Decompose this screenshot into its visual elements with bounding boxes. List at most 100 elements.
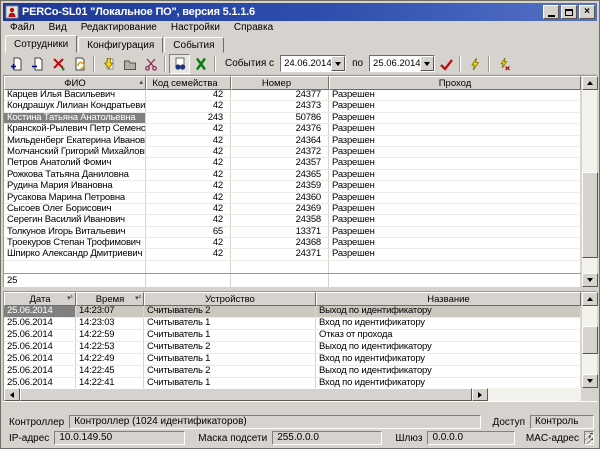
scrollbar-thumb[interactable] (20, 388, 472, 401)
table-row[interactable]: Молчанский Григорий Михайлович 42 24372 Раз… (4, 146, 581, 159)
cell[interactable]: Костина Татьяна Анатольевна (4, 112, 146, 124)
table-row[interactable]: Мильденберг Екатерина Ивановна 42 24364 Раз… (4, 135, 581, 147)
cell[interactable]: 65 (146, 226, 231, 238)
cell[interactable]: 24365 (231, 169, 329, 181)
column-header[interactable]: Дата ▾¹ (4, 292, 76, 306)
date-to-combo[interactable]: 25.06.2014 (369, 55, 436, 72)
menu-item-3[interactable]: Настройки (170, 22, 220, 33)
cell[interactable]: 13371 (231, 226, 329, 238)
cell[interactable]: 42 (146, 192, 231, 203)
column-header[interactable]: Проход (329, 76, 581, 90)
cell[interactable]: 42 (146, 249, 231, 260)
column-header[interactable]: ФИО ▴ (4, 76, 146, 90)
cell[interactable]: 14:23:07 (76, 306, 144, 317)
cell[interactable]: 24368 (231, 238, 329, 249)
cell[interactable]: 42 (146, 215, 231, 226)
cell[interactable]: Вход по идентификатору (316, 354, 581, 365)
table-row[interactable]: Рудина Мария Ивановна 42 24359 Разрешен (4, 181, 581, 193)
scroll-down-icon[interactable] (582, 374, 598, 388)
scroll-up-icon[interactable] (582, 76, 598, 90)
cell[interactable]: Разрешен (329, 169, 581, 181)
cell[interactable]: Считыватель 2 (144, 306, 316, 317)
cell[interactable]: Считыватель 1 (144, 354, 316, 365)
cell[interactable]: 14:22:41 (76, 378, 144, 388)
cell[interactable]: 25.06.2014 (4, 306, 76, 317)
cell[interactable]: Карцев Илья Васильевич (4, 90, 146, 101)
cell[interactable]: Разрешен (329, 146, 581, 158)
cell[interactable]: Мильденберг Екатерина Ивановна (4, 135, 146, 146)
cell[interactable]: 42 (146, 124, 231, 135)
cell[interactable]: 14:22:49 (76, 354, 144, 365)
cell[interactable]: 24371 (231, 249, 329, 260)
table-row[interactable]: Кранской-Рылевич Петр Семенович 42 24376 Ра… (4, 124, 581, 136)
cell[interactable]: Рудина Мария Ивановна (4, 181, 146, 192)
delete-button[interactable] (27, 54, 48, 74)
date-from-combo[interactable]: 24.06.2014 (280, 55, 347, 72)
chevron-down-icon[interactable] (331, 56, 346, 71)
tab-Сотрудники[interactable]: Сотрудники (5, 35, 78, 53)
scroll-right-icon[interactable] (472, 388, 488, 401)
table-row[interactable]: Рожкова Татьяна Даниловна 42 24365 Разрешен (4, 169, 581, 182)
cell[interactable]: 25.06.2014 (4, 366, 76, 377)
cell[interactable]: Разрешен (329, 158, 581, 169)
table-row[interactable]: Петров Анатолий Фомич 42 24357 Разрешен (4, 158, 581, 170)
cell[interactable]: 14:23:03 (76, 318, 144, 329)
table-row[interactable]: Серегин Василий Иванович 42 24358 Разрешен (4, 215, 581, 227)
cell[interactable]: Разрешен (329, 215, 581, 226)
cell[interactable]: Считыватель 1 (144, 378, 316, 388)
load-button[interactable] (98, 54, 119, 74)
events-horizontal-scrollbar[interactable] (4, 388, 581, 401)
cell[interactable]: 14:22:59 (76, 330, 144, 341)
cell[interactable]: 24364 (231, 135, 329, 146)
maximize-button[interactable] (561, 5, 577, 19)
cell[interactable]: Разрешен (329, 238, 581, 249)
menu-item-0[interactable]: Файл (10, 22, 35, 33)
cell[interactable]: Разрешен (329, 112, 581, 124)
tab-Конфигурация[interactable]: Конфигурация (78, 37, 164, 53)
cell[interactable]: 25.06.2014 (4, 342, 76, 353)
cell[interactable]: Выход по идентификатору (316, 366, 581, 377)
cut-button[interactable] (140, 54, 161, 74)
menu-item-2[interactable]: Редактирование (80, 22, 157, 33)
cell[interactable]: Отказ от прохода (316, 330, 581, 341)
scroll-left-icon[interactable] (4, 388, 20, 401)
cell[interactable]: Разрешен (329, 90, 581, 101)
cell[interactable]: Считыватель 1 (144, 318, 316, 329)
column-header[interactable]: Устройство (144, 292, 316, 306)
scroll-up-icon[interactable] (582, 292, 598, 306)
cell[interactable]: Русакова Марина Петровна (4, 192, 146, 203)
cell[interactable]: Вход по идентификатору (316, 318, 581, 329)
cell[interactable]: 42 (146, 169, 231, 181)
column-header[interactable]: Код семейства (146, 76, 231, 90)
cell[interactable]: Разрешен (329, 124, 581, 135)
table-row[interactable]: 25.06.2014 14:23:03 Считыватель 1 Вход по и… (4, 318, 581, 330)
table-row[interactable]: Кондрашук Лилиан Кондратьевич 42 24373 Разр… (4, 101, 581, 113)
cell[interactable]: Молчанский Григорий Михайлович (4, 146, 146, 158)
cell[interactable]: 24369 (231, 203, 329, 215)
table-row[interactable]: Шпирко Александр Дмитриевич 42 24371 Разреш… (4, 249, 581, 261)
cell[interactable]: Вход по идентификатору (316, 378, 581, 388)
table-row[interactable]: 25.06.2014 14:22:59 Считыватель 1 Отказ от … (4, 330, 581, 342)
splitter[interactable] (3, 287, 597, 291)
cell[interactable]: Разрешен (329, 181, 581, 192)
cell[interactable]: 24377 (231, 90, 329, 101)
table-row[interactable]: Русакова Марина Петровна 42 24360 Разрешен (4, 192, 581, 204)
column-header[interactable]: Номер (231, 76, 329, 90)
table-row[interactable]: Троекуров Степан Трофимович 42 24368 Разреш… (4, 238, 581, 250)
close-button[interactable]: × (579, 5, 595, 19)
poll-button[interactable] (464, 54, 485, 74)
events-vertical-scrollbar[interactable] (581, 292, 598, 388)
cell[interactable]: 24372 (231, 146, 329, 158)
cell[interactable]: 42 (146, 203, 231, 215)
scrollbar-thumb[interactable] (582, 172, 598, 258)
cell[interactable]: Разрешен (329, 203, 581, 215)
cell[interactable]: Петров Анатолий Фомич (4, 158, 146, 169)
cell[interactable]: 42 (146, 101, 231, 112)
show-events-button[interactable] (169, 53, 190, 74)
cell[interactable]: 25.06.2014 (4, 318, 76, 329)
table-row[interactable]: Костина Татьяна Анатольевна 243 50786 Разре… (4, 112, 581, 125)
cell[interactable]: Разрешен (329, 192, 581, 203)
stop-poll-button[interactable] (493, 54, 514, 74)
table-row[interactable]: 25.06.2014 14:22:41 Считыватель 1 Вход по и… (4, 378, 581, 388)
chevron-down-icon[interactable] (420, 56, 435, 71)
